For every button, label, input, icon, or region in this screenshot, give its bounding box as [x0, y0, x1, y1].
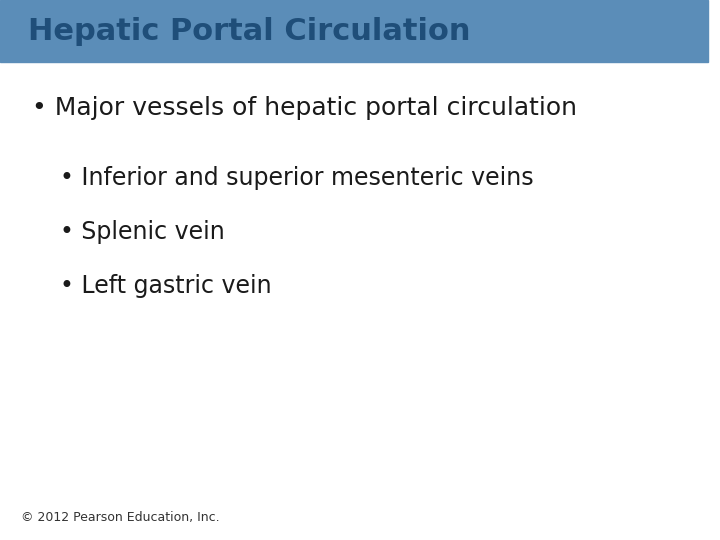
Text: • Left gastric vein: • Left gastric vein: [60, 274, 271, 298]
Bar: [0, 0, 708, 62]
Text: • Major vessels of hepatic portal circulation: • Major vessels of hepatic portal circul…: [32, 96, 577, 120]
Text: • Splenic vein: • Splenic vein: [60, 220, 225, 244]
Text: • Inferior and superior mesenteric veins: • Inferior and superior mesenteric veins: [60, 166, 534, 190]
Text: Hepatic Portal Circulation: Hepatic Portal Circulation: [28, 17, 471, 45]
Text: © 2012 Pearson Education, Inc.: © 2012 Pearson Education, Inc.: [21, 511, 220, 524]
